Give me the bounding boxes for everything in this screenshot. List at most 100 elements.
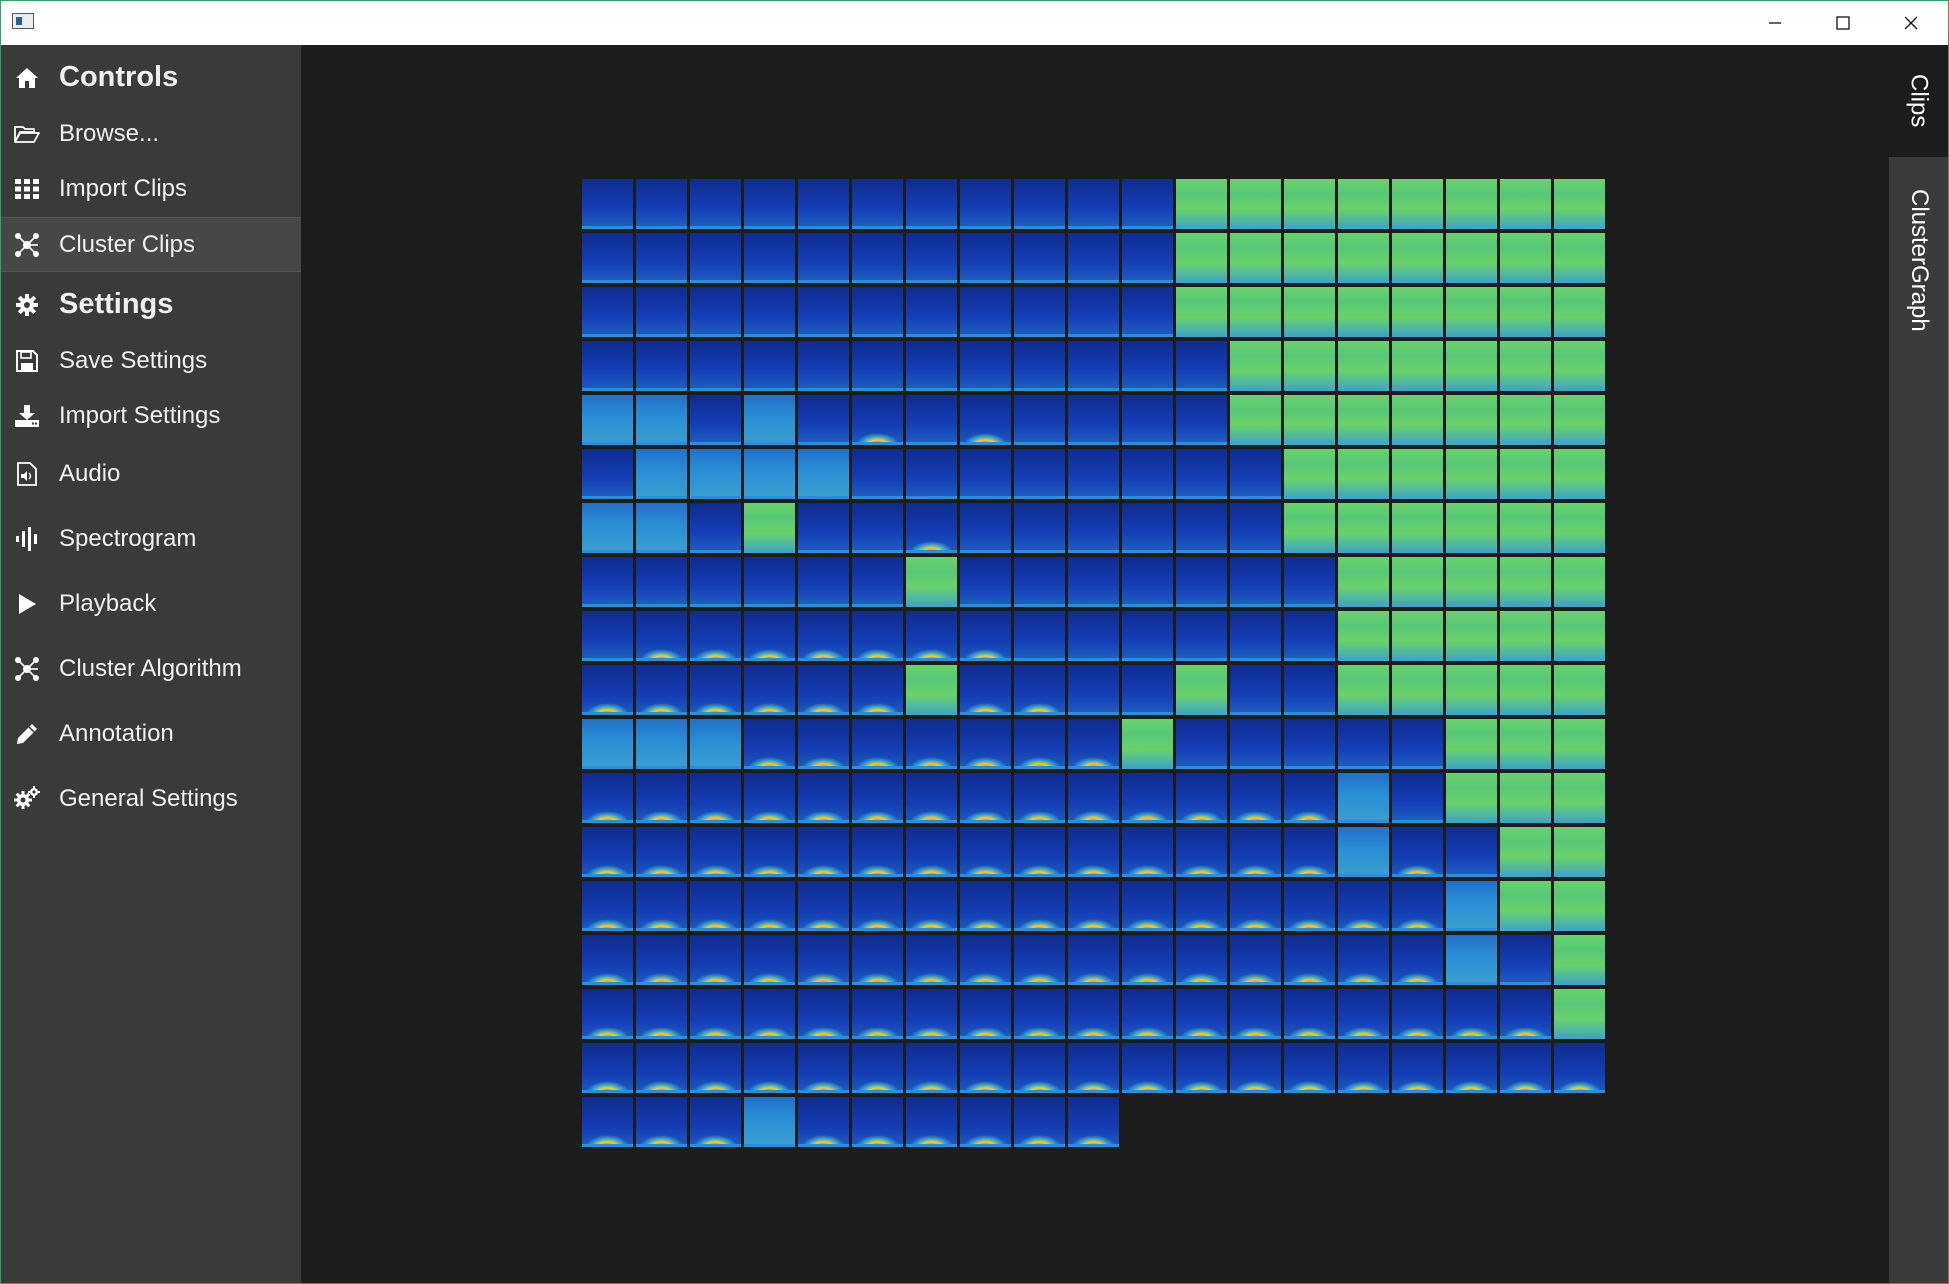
clip-thumbnail[interactable] <box>636 827 687 877</box>
clip-thumbnail[interactable] <box>744 395 795 445</box>
clip-thumbnail[interactable] <box>1446 503 1497 553</box>
clip-thumbnail[interactable] <box>1500 881 1551 931</box>
clip-thumbnail[interactable] <box>744 665 795 715</box>
sidebar-item-save-settings[interactable]: Save Settings <box>1 333 301 388</box>
clip-thumbnail[interactable] <box>1338 665 1389 715</box>
clip-thumbnail[interactable] <box>690 773 741 823</box>
clip-thumbnail[interactable] <box>906 611 957 661</box>
sidebar-item-cluster-clips[interactable]: Cluster Clips <box>1 217 301 272</box>
clip-thumbnail[interactable] <box>1392 935 1443 985</box>
clip-thumbnail[interactable] <box>1446 341 1497 391</box>
clip-thumbnail[interactable] <box>852 773 903 823</box>
clip-thumbnail[interactable] <box>852 665 903 715</box>
clip-thumbnail[interactable] <box>1014 395 1065 445</box>
clip-thumbnail[interactable] <box>1230 881 1281 931</box>
clip-thumbnail[interactable] <box>1446 827 1497 877</box>
clip-thumbnail[interactable] <box>1230 233 1281 283</box>
clip-thumbnail[interactable] <box>1500 395 1551 445</box>
clip-thumbnail[interactable] <box>1500 935 1551 985</box>
clip-thumbnail[interactable] <box>1122 449 1173 499</box>
clip-thumbnail[interactable] <box>1338 233 1389 283</box>
clip-thumbnail[interactable] <box>1014 665 1065 715</box>
clip-thumbnail[interactable] <box>906 287 957 337</box>
clip-thumbnail[interactable] <box>636 611 687 661</box>
clip-thumbnail[interactable] <box>906 827 957 877</box>
clip-thumbnail[interactable] <box>690 719 741 769</box>
clip-thumbnail[interactable] <box>1122 935 1173 985</box>
clip-thumbnail[interactable] <box>1014 341 1065 391</box>
clip-thumbnail[interactable] <box>1068 503 1119 553</box>
clip-thumbnail[interactable] <box>1284 881 1335 931</box>
clip-thumbnail[interactable] <box>1122 989 1173 1039</box>
clip-thumbnail[interactable] <box>1230 611 1281 661</box>
clip-thumbnail[interactable] <box>960 1097 1011 1147</box>
clip-thumbnail[interactable] <box>1068 665 1119 715</box>
clip-thumbnail[interactable] <box>1014 287 1065 337</box>
clip-thumbnail[interactable] <box>1122 665 1173 715</box>
clip-thumbnail[interactable] <box>1338 827 1389 877</box>
clip-thumbnail[interactable] <box>906 449 957 499</box>
clip-thumbnail[interactable] <box>1284 395 1335 445</box>
clip-thumbnail[interactable] <box>1122 341 1173 391</box>
clip-thumbnail[interactable] <box>1554 341 1605 391</box>
clip-thumbnail[interactable] <box>1392 665 1443 715</box>
clip-thumbnail[interactable] <box>1068 989 1119 1039</box>
clip-thumbnail[interactable] <box>1338 557 1389 607</box>
clip-thumbnail[interactable] <box>1230 665 1281 715</box>
clip-thumbnail[interactable] <box>744 557 795 607</box>
clip-thumbnail[interactable] <box>1014 881 1065 931</box>
clip-thumbnail[interactable] <box>636 503 687 553</box>
clip-thumbnail[interactable] <box>1500 1043 1551 1093</box>
clip-thumbnail[interactable] <box>1392 611 1443 661</box>
clip-thumbnail[interactable] <box>582 341 633 391</box>
clip-thumbnail[interactable] <box>1338 1043 1389 1093</box>
clip-thumbnail[interactable] <box>798 557 849 607</box>
clip-thumbnail[interactable] <box>744 233 795 283</box>
clip-thumbnail[interactable] <box>744 179 795 229</box>
clip-thumbnail[interactable] <box>852 557 903 607</box>
clip-thumbnail[interactable] <box>906 773 957 823</box>
clip-thumbnail[interactable] <box>582 233 633 283</box>
clip-thumbnail[interactable] <box>744 989 795 1039</box>
clip-thumbnail[interactable] <box>906 503 957 553</box>
clip-thumbnail[interactable] <box>636 719 687 769</box>
clip-thumbnail[interactable] <box>1392 827 1443 877</box>
clip-thumbnail[interactable] <box>744 1043 795 1093</box>
clip-thumbnail[interactable] <box>1068 341 1119 391</box>
clip-thumbnail[interactable] <box>1122 233 1173 283</box>
clip-thumbnail[interactable] <box>798 449 849 499</box>
clip-thumbnail[interactable] <box>690 935 741 985</box>
clip-thumbnail[interactable] <box>1068 719 1119 769</box>
clip-thumbnail[interactable] <box>798 989 849 1039</box>
clip-thumbnail[interactable] <box>636 881 687 931</box>
sidebar-item-spectrogram[interactable]: Spectrogram <box>1 511 301 566</box>
clip-thumbnail[interactable] <box>1446 989 1497 1039</box>
clip-thumbnail[interactable] <box>1446 1043 1497 1093</box>
clip-thumbnail[interactable] <box>1284 449 1335 499</box>
clip-thumbnail[interactable] <box>1500 665 1551 715</box>
clip-thumbnail[interactable] <box>852 881 903 931</box>
clip-thumbnail[interactable] <box>960 557 1011 607</box>
clip-thumbnail[interactable] <box>1122 287 1173 337</box>
clip-thumbnail[interactable] <box>1554 287 1605 337</box>
clip-thumbnail[interactable] <box>1554 557 1605 607</box>
clip-thumbnail[interactable] <box>1338 611 1389 661</box>
clip-thumbnail[interactable] <box>798 503 849 553</box>
close-button[interactable] <box>1877 1 1945 45</box>
clip-thumbnail[interactable] <box>1230 935 1281 985</box>
clip-thumbnail[interactable] <box>1392 503 1443 553</box>
clip-thumbnail[interactable] <box>1392 179 1443 229</box>
clip-thumbnail[interactable] <box>582 611 633 661</box>
clip-thumbnail[interactable] <box>852 827 903 877</box>
clip-thumbnail[interactable] <box>1230 719 1281 769</box>
clip-thumbnail[interactable] <box>582 395 633 445</box>
clip-thumbnail[interactable] <box>1014 449 1065 499</box>
clip-thumbnail[interactable] <box>1014 773 1065 823</box>
clip-thumbnail[interactable] <box>1122 827 1173 877</box>
clip-thumbnail[interactable] <box>1068 179 1119 229</box>
clip-thumbnail[interactable] <box>1122 881 1173 931</box>
clip-thumbnail[interactable] <box>1338 989 1389 1039</box>
clip-thumbnail[interactable] <box>852 449 903 499</box>
clip-thumbnail[interactable] <box>1392 233 1443 283</box>
clip-thumbnail[interactable] <box>744 881 795 931</box>
